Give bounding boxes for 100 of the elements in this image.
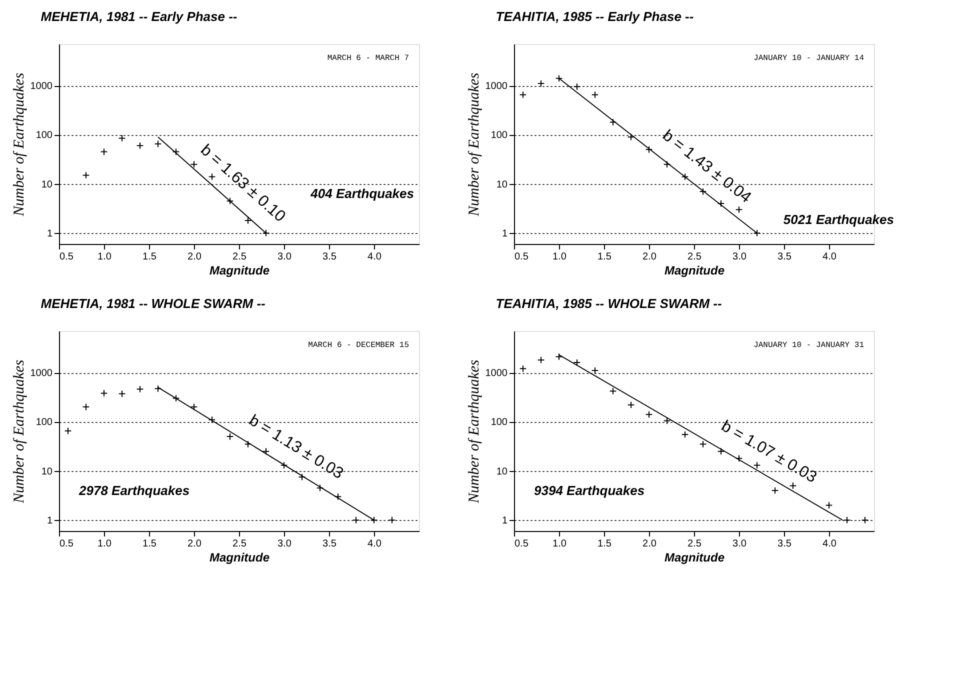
point: [825, 502, 833, 509]
x-tick-label: 1.5: [598, 538, 612, 550]
x-tick-label: 1.0: [552, 252, 567, 262]
point: [316, 484, 324, 492]
y-tick-label: 10: [41, 466, 53, 478]
annotation: 9394 Earthquakes: [534, 483, 645, 498]
point: [645, 146, 653, 154]
point: [699, 440, 707, 448]
point: [627, 401, 635, 409]
point: [681, 173, 689, 180]
point: [555, 353, 563, 360]
point: [717, 200, 725, 208]
point: [609, 118, 617, 126]
point: [298, 473, 306, 481]
annotation: b = 1.13 ± 0.03: [246, 412, 346, 483]
y-tick-label: 100: [490, 130, 508, 142]
annotation: 2978 Earthquakes: [78, 483, 190, 498]
y-tick-label: 10: [496, 179, 508, 190]
y-axis-title: Number of Earthquakes: [11, 72, 28, 218]
annotation: MARCH 6 - DECEMBER 15: [308, 341, 410, 350]
point: [663, 417, 671, 424]
point: [555, 74, 563, 82]
point: [573, 358, 581, 366]
annotation: 404 Earthquakes: [310, 186, 414, 201]
x-tick-label: 2.0: [188, 252, 202, 262]
point: [262, 229, 270, 237]
point: [699, 188, 707, 196]
point: [190, 403, 198, 411]
point: [226, 197, 234, 205]
point: [136, 385, 144, 393]
y-tick-label: 100: [490, 417, 508, 428]
x-tick-label: 2.5: [688, 252, 702, 262]
x-tick-label: 3.5: [322, 538, 337, 550]
x-tick-label: 0.5: [60, 252, 74, 262]
y-tick-label: 100: [36, 130, 53, 142]
x-tick-label: 3.0: [732, 252, 747, 262]
y-axis-title: Number of Earthquakes: [466, 360, 482, 504]
point: [735, 454, 743, 462]
point: [519, 365, 527, 372]
x-tick-label: 3.0: [278, 252, 292, 262]
point: [627, 133, 635, 141]
x-tick-label: 2.0: [642, 538, 657, 550]
y-axis-title: Number of Earthquakes: [11, 360, 28, 504]
annotation: JANUARY 10 - JANUARY 31: [754, 341, 864, 350]
annotation: b = 1.63 ± 0.10: [197, 142, 288, 226]
chart-title: MEHETIA, 1981 -- WHOLE SWARM --: [40, 296, 266, 311]
x-tick-label: 3.0: [278, 538, 292, 550]
y-tick-label: 100: [36, 417, 53, 428]
point: [352, 516, 360, 524]
point: [244, 440, 252, 448]
y-tick-label: 1000: [30, 368, 53, 380]
point: [609, 387, 617, 395]
x-axis-title: Magnitude: [664, 264, 725, 278]
point: [172, 148, 180, 156]
y-tick-label: 10: [496, 466, 508, 478]
point: [573, 82, 581, 90]
x-tick-label: 4.0: [368, 538, 382, 550]
y-tick-label: 1000: [485, 368, 508, 380]
x-tick-label: 1.5: [142, 252, 157, 262]
point: [771, 486, 779, 494]
point: [190, 160, 198, 168]
point: [226, 432, 234, 440]
point: [118, 390, 126, 398]
annotation: b = 1.07 ± 0.03: [718, 418, 820, 486]
point: [388, 516, 396, 524]
point: [370, 516, 378, 524]
point: [154, 140, 162, 148]
point: [172, 394, 180, 402]
point: [334, 492, 342, 500]
x-tick-label: 4.0: [368, 252, 382, 262]
annotation: MARCH 6 - MARCH 7: [327, 54, 410, 63]
y-axis-title: Number of Earthquakes: [466, 72, 482, 218]
point: [537, 356, 545, 364]
point: [118, 134, 126, 142]
chart-title: TEAHITIA, 1985 -- Early Phase --: [496, 9, 694, 24]
point: [537, 80, 545, 88]
chart-title: MEHETIA, 1981 -- Early Phase --: [40, 9, 238, 24]
annotation: b = 1.43 ± 0.04: [659, 127, 754, 207]
x-tick-label: 2.0: [188, 538, 202, 550]
point: [753, 462, 761, 469]
point: [100, 390, 108, 397]
x-tick-label: 3.5: [778, 538, 792, 550]
x-axis-title: Magnitude: [210, 550, 270, 564]
point: [262, 448, 270, 456]
x-tick-label: 1.5: [598, 252, 612, 262]
y-tick-label: 1000: [485, 81, 508, 92]
y-tick-label: 1: [46, 228, 53, 240]
x-tick-label: 3.0: [732, 538, 747, 550]
x-axis-title: Magnitude: [210, 264, 270, 278]
y-tick-label: 1: [46, 516, 53, 527]
x-tick-label: 0.5: [60, 538, 74, 550]
x-tick-label: 2.5: [688, 538, 702, 550]
x-tick-label: 2.5: [232, 538, 247, 550]
x-tick-label: 3.5: [322, 252, 337, 262]
point: [789, 482, 797, 490]
point: [519, 91, 527, 98]
y-tick-label: 1: [502, 228, 508, 240]
y-tick-label: 1: [502, 516, 508, 527]
x-tick-label: 3.5: [778, 252, 792, 262]
chart-title: TEAHITIA, 1985 -- WHOLE SWARM --: [496, 296, 722, 311]
